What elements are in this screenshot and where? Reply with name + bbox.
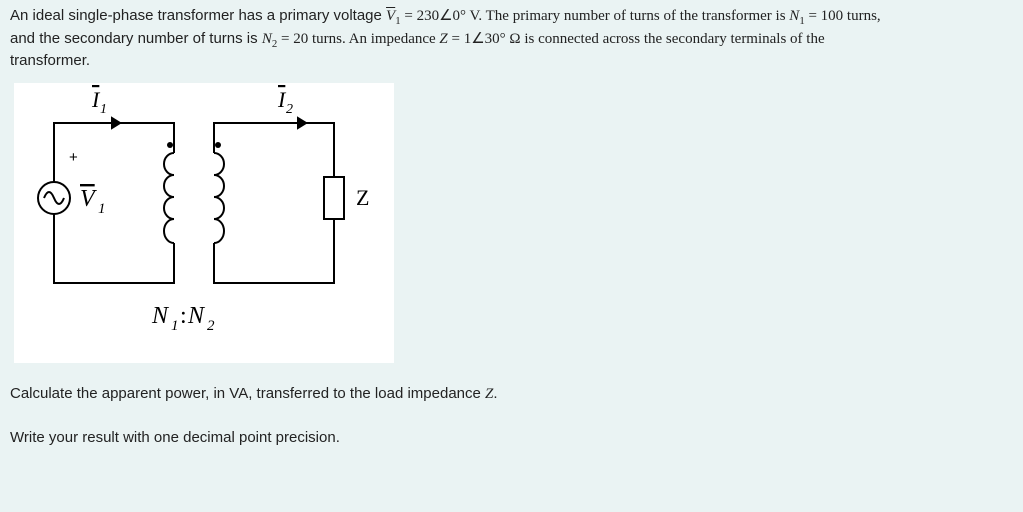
eq-n2: = 20 turns. An impedance <box>277 31 439 47</box>
plus-sign: + <box>69 149 78 166</box>
svg-text:Z: Z <box>356 185 369 210</box>
text-segment: . <box>493 385 497 402</box>
text-segment: transformer. <box>10 52 90 69</box>
eq-z: = 1∠30° Ω is connected across the second… <box>448 31 825 47</box>
symbol-v1: V <box>386 8 395 24</box>
question-line-2: Write your result with one decimal point… <box>10 429 1013 446</box>
text-segment: and the secondary number of turns is <box>10 30 262 47</box>
svg-text:1: 1 <box>171 318 179 334</box>
text-segment: Write your result with one decimal point… <box>10 429 340 446</box>
problem-statement: An ideal single-phase transformer has a … <box>10 6 1013 71</box>
symbol-n2: N <box>262 31 272 47</box>
svg-text:N: N <box>187 303 206 329</box>
svg-text:2: 2 <box>207 318 215 334</box>
eq-n1: = 100 turns, <box>805 8 881 24</box>
svg-text:N: N <box>151 303 170 329</box>
svg-text:V: V <box>80 186 97 212</box>
svg-text:2: 2 <box>286 102 293 117</box>
question-line-1: Calculate the apparent power, in VA, tra… <box>10 385 1013 403</box>
symbol-n1: N <box>789 8 799 24</box>
eq-v1: = 230∠0° V. The primary number of turns … <box>401 8 790 24</box>
circuit-diagram: + I 1 I 2 V 1 Z N 1 : N 2 <box>14 83 394 363</box>
symbol-z: Z <box>439 31 447 47</box>
problem-page: An ideal single-phase transformer has a … <box>0 0 1023 456</box>
text-segment: An ideal single-phase transformer has a … <box>10 7 386 24</box>
svg-text:1: 1 <box>98 201 106 217</box>
svg-text:1: 1 <box>100 102 107 117</box>
svg-text::: : <box>180 303 187 329</box>
text-segment: Calculate the apparent power, in VA, tra… <box>10 385 485 402</box>
